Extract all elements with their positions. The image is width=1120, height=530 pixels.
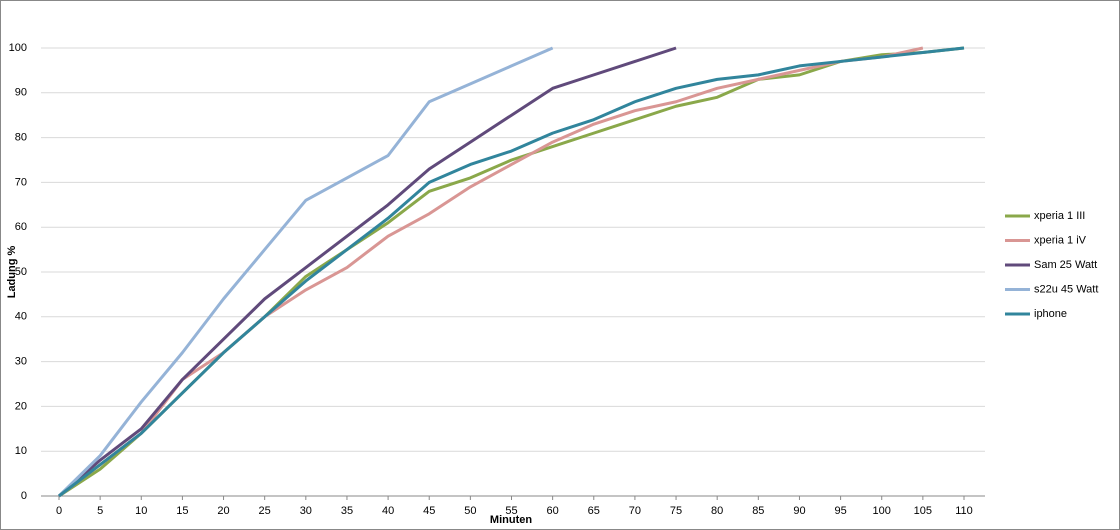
legend-label: s22u 45 Watt [1034, 283, 1098, 295]
y-tick-label: 30 [15, 356, 27, 368]
x-tick-label: 15 [176, 505, 188, 517]
y-tick-label: 90 [15, 87, 27, 99]
legend-label: xperia 1 III [1034, 210, 1085, 222]
y-tick-label: 80 [15, 132, 27, 144]
series-line [57, 46, 554, 498]
x-tick-label: 40 [382, 505, 394, 517]
x-tick-label: 25 [259, 505, 271, 517]
y-axis-label: Ladung % [6, 246, 18, 299]
legend-label: xperia 1 iV [1034, 234, 1087, 246]
x-axis-label: Minuten [490, 514, 532, 526]
x-tick-label: 95 [834, 505, 846, 517]
y-tick-label: 40 [15, 311, 27, 323]
y-tick-label: 10 [15, 445, 27, 457]
x-tick-label: 50 [464, 505, 476, 517]
y-tick-label: 20 [15, 400, 27, 412]
x-tick-label: 90 [793, 505, 805, 517]
legend-label: iphone [1034, 308, 1067, 320]
y-tick-label: 100 [9, 42, 27, 54]
x-tick-label: 110 [955, 505, 973, 517]
x-tick-label: 85 [752, 505, 764, 517]
x-tick-label: 20 [217, 505, 229, 517]
series-line [58, 46, 677, 498]
y-tick-label: 70 [15, 176, 27, 188]
x-tick-label: 30 [300, 505, 312, 517]
x-tick-label: 105 [914, 505, 932, 517]
legend-label: Sam 25 Watt [1034, 259, 1097, 271]
x-tick-label: 70 [629, 505, 641, 517]
x-tick-label: 10 [135, 505, 147, 517]
y-tick-label: 50 [15, 266, 27, 278]
x-tick-label: 60 [547, 505, 559, 517]
y-tick-label: 60 [15, 221, 27, 233]
x-tick-label: 35 [341, 505, 353, 517]
x-tick-label: 0 [56, 505, 62, 517]
x-tick-label: 65 [588, 505, 600, 517]
series-line [58, 46, 924, 498]
x-tick-label: 5 [97, 505, 103, 517]
series-line [58, 46, 965, 498]
x-tick-label: 55 [505, 505, 517, 517]
x-tick-label: 75 [670, 505, 682, 517]
x-tick-label: 80 [711, 505, 723, 517]
x-tick-label: 45 [423, 505, 435, 517]
y-tick-label: 0 [21, 490, 27, 502]
x-tick-label: 100 [873, 505, 891, 517]
